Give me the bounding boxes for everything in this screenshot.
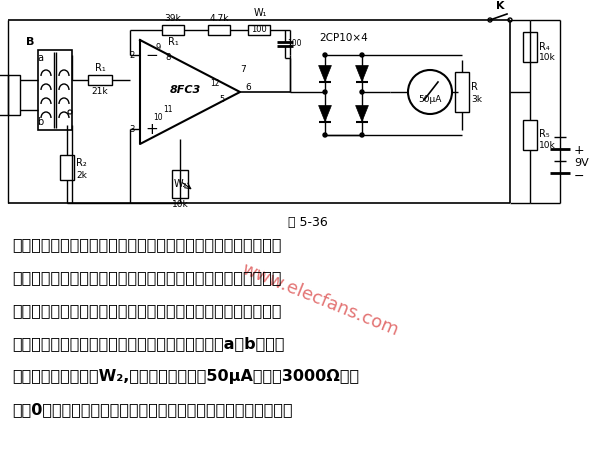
Text: 39k: 39k <box>164 14 181 23</box>
Polygon shape <box>318 105 331 122</box>
Text: 100: 100 <box>287 39 301 48</box>
FancyBboxPatch shape <box>8 75 20 115</box>
Text: 21k: 21k <box>92 87 108 96</box>
Text: 指示出环境噪声的强度。调整时，先将变压器初级a、b两端短: 指示出环境噪声的强度。调整时，先将变压器初级a、b两端短 <box>12 336 285 351</box>
Text: 8: 8 <box>165 53 171 61</box>
Text: −: − <box>145 48 158 63</box>
Text: R₁: R₁ <box>95 63 105 73</box>
Text: a: a <box>37 53 43 63</box>
Text: 6: 6 <box>245 83 251 92</box>
Text: R₄: R₄ <box>539 42 549 52</box>
FancyBboxPatch shape <box>248 25 270 35</box>
Text: 2k: 2k <box>76 171 87 180</box>
Text: 图 5-36: 图 5-36 <box>288 217 328 229</box>
Polygon shape <box>318 66 331 82</box>
Circle shape <box>488 18 492 22</box>
FancyBboxPatch shape <box>172 170 188 198</box>
Polygon shape <box>355 66 368 82</box>
Text: 放大输出的信号，通过二极管桥式整流后，使电流表偏转，从而: 放大输出的信号，通过二极管桥式整流后，使电流表偏转，从而 <box>12 303 282 318</box>
Text: 10: 10 <box>153 113 163 122</box>
FancyBboxPatch shape <box>523 120 537 150</box>
FancyBboxPatch shape <box>208 25 230 35</box>
Text: W₂: W₂ <box>173 179 187 189</box>
Text: W₁: W₁ <box>253 8 267 18</box>
FancyBboxPatch shape <box>523 32 537 62</box>
Text: 4.7k: 4.7k <box>209 14 229 23</box>
Text: 50μA: 50μA <box>418 95 442 104</box>
Text: +: + <box>574 144 585 158</box>
Text: B: B <box>26 37 34 47</box>
Circle shape <box>323 90 327 94</box>
Circle shape <box>508 18 512 22</box>
Text: R: R <box>471 82 478 92</box>
Text: 10k: 10k <box>539 54 556 63</box>
Text: 8FC3: 8FC3 <box>169 85 201 95</box>
Text: +: + <box>145 122 158 136</box>
Text: 9V: 9V <box>574 158 589 168</box>
FancyBboxPatch shape <box>38 50 72 130</box>
Text: 10k: 10k <box>172 200 188 209</box>
Text: 变压器，次级与扬声器相接），将信号加到运放反相输入端，经: 变压器，次级与扬声器相接），将信号加到运放反相输入端，经 <box>12 270 282 285</box>
Text: 11: 11 <box>163 104 172 114</box>
Circle shape <box>360 90 364 94</box>
Text: K: K <box>496 1 505 11</box>
Text: 2CP10×4: 2CP10×4 <box>319 33 368 43</box>
Text: 由扬声器变为电信号，通过起阻抗变换作用的变压器（音频输出: 由扬声器变为电信号，通过起阻抗变换作用的变压器（音频输出 <box>12 237 282 252</box>
Circle shape <box>360 133 364 137</box>
Circle shape <box>323 53 327 57</box>
Text: 9: 9 <box>155 42 161 51</box>
Circle shape <box>360 53 364 57</box>
Text: 100: 100 <box>251 26 267 35</box>
Text: 10k: 10k <box>539 141 556 150</box>
Text: b: b <box>37 117 43 127</box>
Text: 12: 12 <box>210 79 220 88</box>
Text: R₁: R₁ <box>168 37 179 47</box>
Circle shape <box>323 133 327 137</box>
FancyBboxPatch shape <box>162 25 184 35</box>
FancyBboxPatch shape <box>60 155 74 180</box>
Polygon shape <box>355 105 368 122</box>
Text: 3k: 3k <box>471 95 482 104</box>
Text: R₅: R₅ <box>539 129 549 139</box>
Text: 接，调节调零电位器W₂,使电流表（满刻度50μA，内阻3000Ω）指: 接，调节调零电位器W₂,使电流表（满刻度50μA，内阻3000Ω）指 <box>12 369 359 384</box>
Text: 示为0，然后进行噪声强度和电流表指示相对的调整。下表为噪声: 示为0，然后进行噪声强度和电流表指示相对的调整。下表为噪声 <box>12 402 293 417</box>
Text: www.elecfans.com: www.elecfans.com <box>239 260 401 340</box>
Text: R₂: R₂ <box>76 159 87 169</box>
Text: −: − <box>574 170 585 182</box>
Text: 2: 2 <box>129 50 135 59</box>
FancyBboxPatch shape <box>455 72 469 112</box>
Text: 3: 3 <box>129 124 135 133</box>
Text: 5: 5 <box>219 95 225 104</box>
FancyBboxPatch shape <box>88 75 112 85</box>
Text: 7: 7 <box>240 65 246 74</box>
